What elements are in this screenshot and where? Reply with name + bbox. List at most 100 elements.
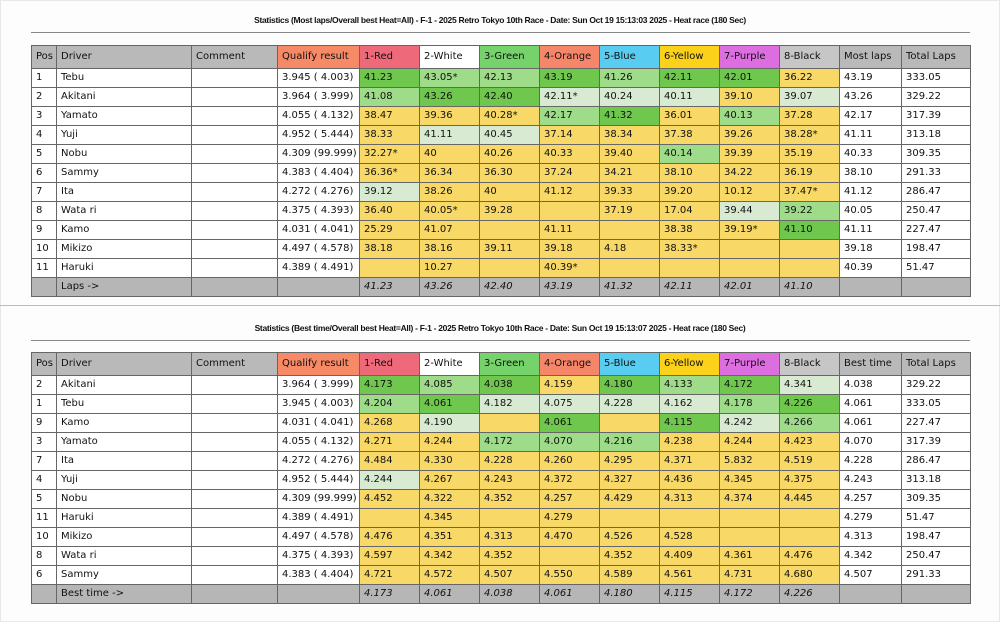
row-comment [191, 565, 278, 585]
lane-cell: 35.19 [779, 144, 840, 164]
lane-cell: 39.22 [779, 201, 840, 221]
lane-cell: 41.07 [419, 220, 480, 240]
row-driver: Wata ri [56, 201, 192, 221]
table1-title-rule [31, 32, 970, 33]
lane-cell: 37.24 [539, 163, 600, 183]
footer-comment-blank [191, 584, 278, 604]
lane-cell: 39.33 [599, 182, 660, 202]
header-summary: Most laps [839, 45, 902, 69]
lane-cell [719, 239, 780, 259]
footer-qualify-blank [277, 584, 360, 604]
lane-cell: 4.268 [359, 413, 420, 433]
row-comment [191, 144, 278, 164]
lane-cell: 4.476 [359, 527, 420, 547]
lane-cell: 4.182 [479, 394, 540, 414]
lane-cell: 39.07 [779, 87, 840, 107]
lane-cell [479, 258, 540, 278]
lane-cell [719, 258, 780, 278]
table-header-row: Pos Driver Comment Qualify result 1-Red 2-Whi… [31, 45, 971, 69]
lane-cell: 4.341 [779, 375, 840, 395]
footer-row: Laps -> 41.23 43.26 42.40 43.19 41.32 42.11 42.… [31, 277, 971, 297]
lane-cell: 4.070 [539, 432, 600, 452]
lane-cell [539, 546, 600, 566]
row-comment [191, 163, 278, 183]
row-pos: 10 [31, 527, 57, 547]
lane-cell: 40.14 [659, 144, 720, 164]
lane-cell: 4.061 [539, 413, 600, 433]
footer-label: Best time -> [56, 584, 192, 604]
footer-summary-blank [839, 584, 902, 604]
lane-cell: 37.47* [779, 182, 840, 202]
row-comment [191, 470, 278, 490]
table-row: 8 Wata ri 4.375 ( 4.393) 4.597 4.342 4.352 4.3… [31, 546, 971, 566]
row-qualify-result: 4.952 ( 5.444) [277, 470, 360, 490]
lane-cell: 4.526 [599, 527, 660, 547]
row-comment [191, 201, 278, 221]
header-driver: Driver [56, 45, 192, 69]
row-driver: Kamo [56, 220, 192, 240]
lane-cell: 38.16 [419, 239, 480, 259]
lane-cell: 4.267 [419, 470, 480, 490]
row-driver: Haruki [56, 258, 192, 278]
row-qualify-result: 4.272 ( 4.276) [277, 182, 360, 202]
lane-cell: 4.352 [479, 489, 540, 509]
header-lane-3: 3-Green [479, 352, 540, 376]
row-pos: 5 [31, 489, 57, 509]
lane-cell: 40.33 [539, 144, 600, 164]
lane-cell: 40.05* [419, 201, 480, 221]
header-qualify-result: Qualify result [277, 45, 360, 69]
row-summary: 4.038 [839, 375, 902, 395]
lane-cell [779, 258, 840, 278]
lane-cell [359, 508, 420, 528]
lane-cell [479, 413, 540, 433]
footer-lane-value: 4.173 [359, 584, 420, 604]
header-lane-2: 2-White [419, 352, 480, 376]
footer-lane-value: 4.226 [779, 584, 840, 604]
lane-cell: 4.172 [719, 375, 780, 395]
row-total-laps: 51.47 [901, 258, 971, 278]
lane-cell: 40.28* [479, 106, 540, 126]
header-lane-3: 3-Green [479, 45, 540, 69]
row-total-laps: 317.39 [901, 106, 971, 126]
lane-cell [359, 258, 420, 278]
lane-cell: 36.30 [479, 163, 540, 183]
row-comment [191, 451, 278, 471]
lane-cell: 40.11 [659, 87, 720, 107]
lane-cell: 37.14 [539, 125, 600, 145]
lane-cell: 4.597 [359, 546, 420, 566]
table-row: 7 Ita 4.272 ( 4.276) 39.12 38.26 40 41.12 39.3… [31, 182, 971, 202]
lane-cell: 4.295 [599, 451, 660, 471]
lane-cell: 4.244 [719, 432, 780, 452]
table-row: 5 Nobu 4.309 (99.999) 4.452 4.322 4.352 4.257 4… [31, 489, 971, 509]
header-total-laps: Total Laps [901, 352, 971, 376]
lane-cell: 4.243 [479, 470, 540, 490]
lane-cell: 40.24 [599, 87, 660, 107]
row-summary: 38.10 [839, 163, 902, 183]
lane-cell [599, 413, 660, 433]
lane-cell [479, 508, 540, 528]
lane-cell: 36.22 [779, 68, 840, 88]
lane-cell: 4.409 [659, 546, 720, 566]
footer-label: Laps -> [56, 277, 192, 297]
row-pos: 11 [31, 258, 57, 278]
header-comment: Comment [191, 45, 278, 69]
lane-cell: 43.05* [419, 68, 480, 88]
footer-qualify-blank [277, 277, 360, 297]
row-qualify-result: 4.383 ( 4.404) [277, 565, 360, 585]
row-comment [191, 527, 278, 547]
header-comment: Comment [191, 352, 278, 376]
row-driver: Nobu [56, 144, 192, 164]
table-row: 2 Akitani 3.964 ( 3.999) 4.173 4.085 4.038 4.1… [31, 375, 971, 395]
row-summary: 4.313 [839, 527, 902, 547]
row-total-laps: 286.47 [901, 182, 971, 202]
lane-cell: 4.352 [599, 546, 660, 566]
lane-cell: 39.11 [479, 239, 540, 259]
row-qualify-result: 4.309 (99.999) [277, 489, 360, 509]
footer-lane-value: 4.172 [719, 584, 780, 604]
row-pos: 8 [31, 546, 57, 566]
lane-cell: 34.21 [599, 163, 660, 183]
lane-cell: 41.26 [599, 68, 660, 88]
table-row: 11 Haruki 4.389 ( 4.491) 10.27 40.39* 40.39 51… [31, 258, 971, 278]
row-summary: 4.061 [839, 394, 902, 414]
row-summary: 41.11 [839, 220, 902, 240]
